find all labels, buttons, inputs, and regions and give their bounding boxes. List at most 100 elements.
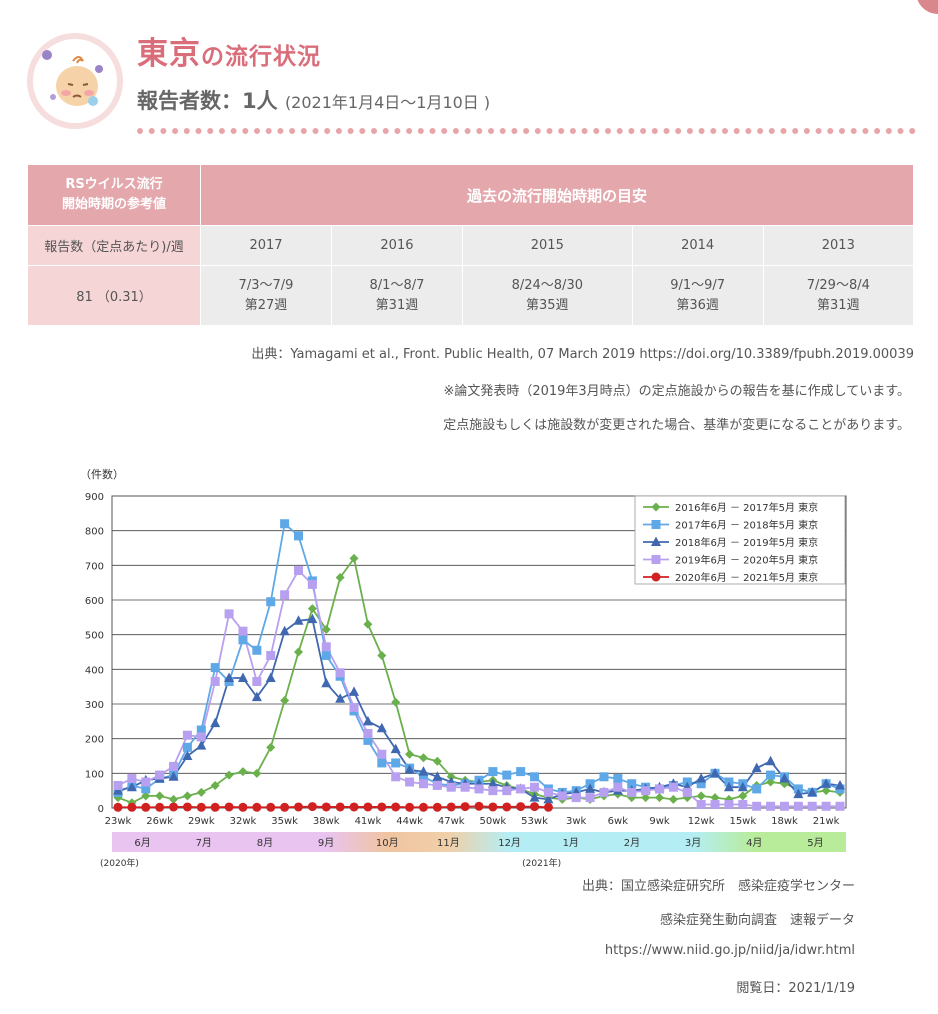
data-point — [362, 715, 373, 726]
table-head-left: RSウイルス流行 開始時期の参考値 — [27, 164, 201, 226]
data-point — [488, 802, 498, 812]
x-tick-label: 41wk — [355, 816, 382, 827]
x-tick-label: 47wk — [438, 816, 465, 827]
data-point — [696, 779, 706, 789]
avatar-icon — [27, 33, 123, 129]
data-point — [696, 791, 706, 801]
row-value: 81 （0.31） — [27, 265, 201, 326]
legend-label: 2017年6月 － 2018年5月 東京 — [675, 519, 818, 532]
data-point — [196, 787, 206, 797]
data-point — [280, 519, 290, 529]
y-tick-label: 200 — [85, 735, 104, 746]
source-citation: 出典：Yamagami et al., Front. Public Health… — [251, 347, 914, 362]
data-point — [210, 717, 221, 728]
month-label: 9月 — [318, 837, 334, 849]
data-point — [724, 794, 734, 804]
data-point — [404, 764, 415, 774]
data-point — [141, 784, 151, 794]
period-cell: 7/29～8/4 第31週 — [762, 265, 915, 326]
data-point — [821, 786, 831, 796]
x-tick-label: 23wk — [105, 816, 132, 827]
month-label: 7月 — [196, 837, 212, 849]
data-point — [530, 782, 540, 792]
data-point — [266, 742, 276, 752]
data-point — [529, 792, 540, 802]
data-point — [807, 801, 817, 811]
report-count: 報告者数：1人 (2021年1月4日～1月10日 ) — [137, 89, 491, 113]
data-point — [238, 635, 248, 645]
data-point — [155, 802, 165, 812]
data-point — [377, 650, 387, 660]
data-point — [279, 625, 290, 636]
data-point — [723, 781, 734, 792]
year-cell: 2015 — [461, 225, 633, 266]
footer-url: https://www.niid.go.jp/niid/ja/idwr.html — [604, 943, 855, 958]
data-point — [446, 782, 456, 792]
data-point — [793, 788, 804, 799]
data-point — [321, 677, 332, 688]
data-point — [655, 793, 664, 803]
x-tick-label: 6wk — [608, 816, 629, 827]
legend-label: 2020年6月 － 2021年5月 東京 — [675, 571, 818, 584]
month-label: 10月 — [376, 837, 399, 849]
data-point — [169, 761, 179, 771]
data-point — [585, 783, 596, 793]
data-point — [168, 771, 179, 781]
data-point — [238, 767, 248, 777]
data-point — [710, 800, 720, 810]
data-point — [599, 787, 609, 797]
data-point — [502, 770, 512, 780]
data-point — [627, 787, 637, 797]
data-point — [391, 772, 401, 782]
data-point — [779, 773, 790, 783]
data-point — [349, 702, 359, 712]
data-point — [363, 735, 373, 745]
data-point — [571, 793, 581, 803]
data-point — [516, 802, 526, 812]
data-point — [321, 642, 331, 652]
month-label: 1月 — [563, 837, 579, 849]
x-tick-label: 32wk — [230, 816, 257, 827]
data-point — [210, 802, 220, 812]
data-point — [651, 555, 661, 564]
data-point — [738, 800, 748, 810]
data-point — [377, 749, 387, 759]
period-cell: 8/1～8/7 第31週 — [330, 265, 463, 326]
month-label: 2月 — [624, 837, 640, 849]
y-tick-label: 700 — [85, 561, 104, 572]
x-tick-label: 29wk — [188, 816, 215, 827]
data-point — [391, 758, 401, 768]
year-label-2021: (2021年) — [522, 857, 561, 869]
data-point — [432, 771, 443, 781]
data-point — [710, 793, 720, 803]
dotted-divider — [137, 128, 916, 134]
data-point — [391, 802, 401, 812]
data-point — [821, 801, 831, 811]
footer-survey: 感染症発生動向調査 速報データ — [659, 913, 855, 928]
data-point — [349, 553, 359, 563]
data-point — [363, 802, 373, 812]
data-point — [651, 536, 661, 546]
data-point — [294, 647, 303, 657]
y-tick-label: 500 — [85, 631, 104, 642]
year-cell: 2013 — [762, 225, 915, 266]
data-point — [516, 784, 526, 794]
data-point — [363, 619, 373, 629]
data-point — [237, 672, 248, 682]
data-point — [266, 597, 276, 607]
data-point — [363, 728, 373, 738]
data-point — [488, 767, 498, 777]
data-point — [655, 784, 664, 794]
data-point — [252, 768, 262, 778]
note-2: 定点施設もしくは施設数が変更された場合、基準が変更になることがあります。 — [443, 418, 910, 433]
data-point — [460, 802, 470, 812]
data-point — [265, 672, 276, 682]
data-point — [405, 802, 415, 812]
data-point — [113, 802, 123, 812]
data-point — [182, 802, 192, 812]
data-point — [182, 730, 192, 740]
data-point — [724, 800, 734, 810]
data-point — [238, 802, 248, 812]
data-point — [266, 650, 276, 660]
x-tick-label: 44wk — [396, 816, 423, 827]
